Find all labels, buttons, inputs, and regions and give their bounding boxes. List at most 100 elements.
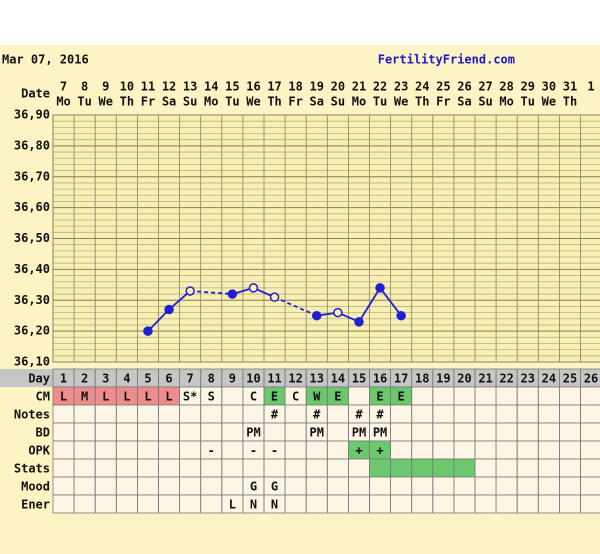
cell-text: 2 bbox=[81, 372, 88, 386]
row-label: Notes bbox=[14, 408, 50, 422]
cell-text: PM bbox=[373, 426, 387, 440]
weekday: Su bbox=[183, 95, 197, 109]
cell-text: 21 bbox=[478, 372, 492, 386]
weekday: Su bbox=[478, 95, 492, 109]
cell-text: L bbox=[165, 390, 172, 404]
weekday: Th bbox=[415, 95, 429, 109]
cell-text: 13 bbox=[310, 372, 324, 386]
cell-text: PM bbox=[352, 426, 366, 440]
date-number: 14 bbox=[204, 80, 218, 94]
weekday: We bbox=[99, 95, 113, 109]
temp-segment bbox=[274, 296, 318, 317]
cell-text: 6 bbox=[165, 372, 172, 386]
cell-text: - bbox=[250, 444, 257, 458]
weekday: We bbox=[394, 95, 408, 109]
cell-text: # bbox=[313, 408, 321, 422]
y-tick-label: 36,30 bbox=[14, 293, 50, 307]
date-number: 30 bbox=[542, 80, 556, 94]
y-tick-label: 36,10 bbox=[14, 355, 50, 369]
weekday: Mo bbox=[204, 95, 218, 109]
row-background bbox=[53, 405, 600, 423]
y-tick-label: 36,60 bbox=[14, 200, 50, 214]
date-number: 13 bbox=[183, 80, 197, 94]
temp-point bbox=[312, 310, 322, 321]
cell-text: N bbox=[271, 498, 278, 512]
date-label: Date bbox=[21, 87, 50, 101]
cell-text: L bbox=[123, 390, 130, 404]
weekday: Sa bbox=[162, 95, 176, 109]
cell-fill bbox=[116, 387, 138, 405]
weekday: Sa bbox=[310, 95, 324, 109]
temp-segment bbox=[379, 287, 402, 317]
date-number: 19 bbox=[310, 80, 324, 94]
cell-text: S bbox=[208, 390, 215, 404]
cell-text: M bbox=[81, 390, 88, 404]
cell-text: # bbox=[355, 408, 363, 422]
cell-text: 11 bbox=[267, 372, 281, 386]
cell-fill bbox=[348, 441, 370, 459]
date-number: 9 bbox=[102, 80, 109, 94]
cell-fill bbox=[390, 387, 412, 405]
temp-point bbox=[185, 286, 195, 296]
cell-text: 1 bbox=[60, 372, 67, 386]
chart-date: Mar 07, 2016 bbox=[2, 53, 89, 67]
row-label: Ener bbox=[21, 498, 50, 512]
row-label: CM bbox=[36, 390, 50, 404]
cell-text: - bbox=[208, 444, 215, 458]
cell-text: 3 bbox=[102, 372, 109, 386]
cell-fill bbox=[95, 387, 117, 405]
temp-point bbox=[375, 283, 385, 293]
cell-text: E bbox=[334, 390, 341, 404]
temp-point bbox=[269, 292, 280, 302]
row-label: OPK bbox=[28, 444, 50, 458]
cell-text: PM bbox=[246, 426, 260, 440]
cell-text: 17 bbox=[394, 372, 408, 386]
date-number: 7 bbox=[60, 80, 67, 94]
cell-text: 8 bbox=[208, 372, 215, 386]
temp-point bbox=[333, 307, 343, 318]
cell-text: E bbox=[271, 390, 278, 404]
date-number: 23 bbox=[394, 80, 408, 94]
cell-fill bbox=[137, 387, 159, 405]
weekday: Fr bbox=[141, 95, 155, 109]
cell-text: 25 bbox=[563, 372, 577, 386]
date-number: 29 bbox=[521, 80, 535, 94]
cell-text: 22 bbox=[499, 372, 513, 386]
weekday: We bbox=[542, 95, 556, 109]
row-label: Stats bbox=[14, 462, 50, 476]
weekday: Tu bbox=[77, 95, 91, 109]
cell-fill bbox=[411, 459, 433, 477]
cell-text: 23 bbox=[521, 372, 535, 386]
date-number: 20 bbox=[331, 80, 345, 94]
row-background bbox=[53, 369, 600, 387]
cell-text: + bbox=[355, 444, 362, 458]
cell-text: 16 bbox=[373, 372, 387, 386]
cell-text: E bbox=[376, 390, 383, 404]
date-number: 18 bbox=[288, 80, 302, 94]
weekday: Th bbox=[267, 95, 281, 109]
date-number: 27 bbox=[478, 80, 492, 94]
date-number: 22 bbox=[373, 80, 387, 94]
cell-text: 20 bbox=[457, 372, 471, 386]
cell-fill bbox=[369, 441, 391, 459]
cell-text: G bbox=[250, 480, 257, 494]
y-tick-label: 36,90 bbox=[14, 108, 50, 122]
date-number: 15 bbox=[225, 80, 239, 94]
cell bbox=[580, 494, 600, 514]
cell-text: 9 bbox=[229, 372, 236, 386]
cell-fill bbox=[53, 387, 75, 405]
weekday: Tu bbox=[521, 95, 535, 109]
temp-point bbox=[354, 317, 364, 327]
cell-text: C bbox=[250, 390, 257, 404]
weekday: Tu bbox=[373, 95, 387, 109]
cell-fill bbox=[74, 387, 96, 405]
y-tick-label: 36,20 bbox=[14, 324, 50, 338]
cell-text: 26 bbox=[584, 372, 598, 386]
row-background bbox=[53, 423, 600, 441]
cell-text: 19 bbox=[436, 372, 450, 386]
temp-segment bbox=[190, 290, 233, 295]
cell-text: 18 bbox=[415, 372, 429, 386]
row-label: Mood bbox=[21, 480, 50, 494]
row-label: Day bbox=[28, 372, 50, 386]
